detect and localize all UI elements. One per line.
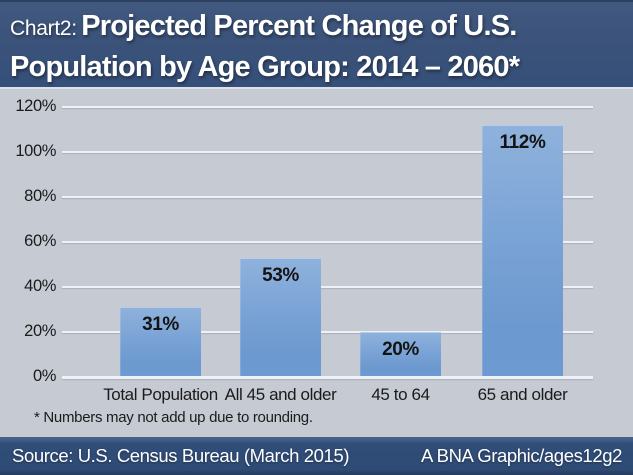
title-line-2: Population by Age Group: 2014 – 2060* bbox=[10, 49, 633, 90]
gridline-120 bbox=[62, 106, 593, 108]
footer-bar: Source: U.S. Census Bureau (March 2015) … bbox=[0, 437, 633, 475]
x-axis-category-label: 65 and older bbox=[477, 385, 568, 404]
page-title-part2: Population by Age Group: 2014 – 2060* bbox=[10, 51, 520, 83]
source-text: Source: U.S. Census Bureau (March 2015) bbox=[12, 445, 350, 466]
bar-value-label: 20% bbox=[382, 339, 419, 360]
gridline-80 bbox=[62, 196, 593, 198]
gridline-0 bbox=[62, 376, 593, 379]
footnote: * Numbers may not add up due to rounding… bbox=[34, 409, 313, 426]
y-axis-tick-label: 60% bbox=[24, 232, 56, 250]
gridline-20 bbox=[62, 331, 593, 333]
bar-value-label: 112% bbox=[499, 132, 546, 153]
bar-1 bbox=[120, 307, 201, 377]
page-title-part1: Projected Percent Change of U.S. bbox=[81, 10, 517, 42]
bar-4 bbox=[482, 125, 563, 377]
chart-header: Chart2: Projected Percent Change of U.S.… bbox=[0, 0, 633, 89]
gridline-100 bbox=[62, 151, 593, 153]
y-axis-tick-label: 40% bbox=[24, 277, 56, 295]
bar-2 bbox=[240, 258, 321, 377]
gridline-40 bbox=[62, 286, 593, 288]
bar-value-label: 31% bbox=[142, 314, 179, 335]
y-axis-tick-label: 100% bbox=[15, 142, 56, 160]
x-axis-category-label: All 45 and older bbox=[224, 385, 337, 404]
bar-3 bbox=[360, 332, 441, 377]
x-axis-category-label: 45 to 64 bbox=[371, 385, 430, 404]
y-axis-tick-label: 20% bbox=[24, 322, 56, 340]
y-axis-tick-label: 80% bbox=[24, 187, 56, 205]
title-line-1: Chart2: Projected Percent Change of U.S. bbox=[10, 8, 633, 49]
gridline-60 bbox=[62, 241, 593, 243]
plot-area: * Numbers may not add up due to rounding… bbox=[0, 91, 633, 437]
y-axis-tick-label: 120% bbox=[15, 97, 56, 115]
y-axis-tick-label: 0% bbox=[32, 367, 56, 385]
chart-number-label: Chart2: bbox=[10, 17, 77, 40]
credit-text: A BNA Graphic/ages12g2 bbox=[420, 445, 622, 466]
bar-value-label: 53% bbox=[262, 265, 299, 286]
x-axis-category-label: Total Population bbox=[103, 385, 218, 404]
